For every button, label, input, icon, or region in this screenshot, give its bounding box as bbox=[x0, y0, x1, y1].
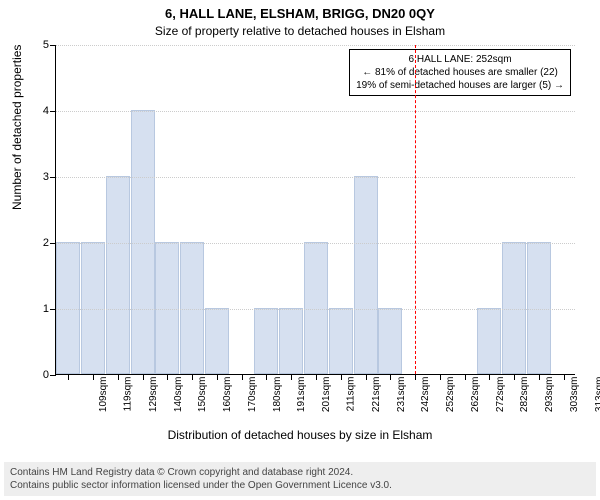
y-tick bbox=[50, 111, 56, 112]
x-tick-label: 282sqm bbox=[519, 377, 530, 413]
y-tick-label: 4 bbox=[31, 105, 49, 117]
x-tick bbox=[514, 374, 515, 380]
histogram-bar bbox=[527, 242, 551, 374]
footer-line2: Contains public sector information licen… bbox=[10, 479, 590, 492]
histogram-bar bbox=[254, 308, 278, 374]
plot-area: 6 HALL LANE: 252sqm ← 81% of detached ho… bbox=[55, 45, 575, 375]
histogram-bar bbox=[329, 308, 353, 374]
x-tick bbox=[143, 374, 144, 380]
x-tick bbox=[366, 374, 367, 380]
grid-line bbox=[56, 111, 575, 112]
x-tick bbox=[440, 374, 441, 380]
histogram-bar bbox=[477, 308, 501, 374]
histogram-bar bbox=[502, 242, 526, 374]
x-tick bbox=[93, 374, 94, 380]
y-tick bbox=[50, 309, 56, 310]
x-tick-label: 201sqm bbox=[321, 377, 332, 413]
y-tick bbox=[50, 45, 56, 46]
x-tick-label: 119sqm bbox=[122, 377, 133, 412]
x-tick bbox=[390, 374, 391, 380]
x-tick-label: 109sqm bbox=[98, 377, 109, 413]
x-tick bbox=[564, 374, 565, 380]
histogram-bar bbox=[354, 176, 378, 374]
x-tick-label: 191sqm bbox=[297, 377, 308, 413]
grid-line bbox=[56, 45, 575, 46]
x-tick-label: 252sqm bbox=[445, 377, 456, 413]
x-tick-label: 262sqm bbox=[470, 377, 481, 413]
x-tick-label: 170sqm bbox=[247, 377, 258, 413]
footer-line1: Contains HM Land Registry data © Crown c… bbox=[10, 466, 590, 479]
chart-title-sub: Size of property relative to detached ho… bbox=[0, 24, 600, 38]
x-tick bbox=[316, 374, 317, 380]
x-tick-label: 221sqm bbox=[371, 377, 382, 413]
x-tick bbox=[539, 374, 540, 380]
chart-title-main: 6, HALL LANE, ELSHAM, BRIGG, DN20 0QY bbox=[0, 6, 600, 21]
histogram-bar bbox=[180, 242, 204, 374]
x-tick bbox=[465, 374, 466, 380]
histogram-bar bbox=[155, 242, 179, 374]
annotation-line1: 6 HALL LANE: 252sqm bbox=[356, 53, 564, 66]
x-tick-label: 129sqm bbox=[148, 377, 159, 413]
x-axis-title: Distribution of detached houses by size … bbox=[0, 428, 600, 442]
x-tick-label: 231sqm bbox=[396, 377, 407, 413]
y-tick-label: 2 bbox=[31, 237, 49, 249]
histogram-bar bbox=[279, 308, 303, 374]
annotation-line2: ← 81% of detached houses are smaller (22… bbox=[356, 66, 564, 79]
x-tick-label: 272sqm bbox=[495, 377, 506, 413]
histogram-bar bbox=[81, 242, 105, 374]
x-tick-label: 242sqm bbox=[420, 377, 431, 413]
histogram-bar bbox=[106, 176, 130, 374]
x-tick-label: 303sqm bbox=[569, 377, 580, 413]
chart-container: 6, HALL LANE, ELSHAM, BRIGG, DN20 0QY Si… bbox=[0, 0, 600, 500]
x-tick-label: 180sqm bbox=[272, 377, 283, 413]
x-tick bbox=[291, 374, 292, 380]
y-tick bbox=[50, 177, 56, 178]
x-tick bbox=[192, 374, 193, 380]
x-tick bbox=[167, 374, 168, 380]
x-tick bbox=[242, 374, 243, 380]
histogram-bar bbox=[304, 242, 328, 374]
x-tick bbox=[415, 374, 416, 380]
annotation-box: 6 HALL LANE: 252sqm ← 81% of detached ho… bbox=[349, 49, 571, 96]
y-tick-label: 3 bbox=[31, 171, 49, 183]
x-tick bbox=[118, 374, 119, 380]
x-tick-label: 211sqm bbox=[345, 377, 356, 412]
x-tick bbox=[68, 374, 69, 380]
y-tick-label: 0 bbox=[31, 369, 49, 381]
x-tick bbox=[217, 374, 218, 380]
grid-line bbox=[56, 177, 575, 178]
x-tick bbox=[341, 374, 342, 380]
reference-line bbox=[415, 45, 416, 374]
histogram-bar bbox=[131, 110, 155, 374]
x-tick-label: 313sqm bbox=[594, 377, 600, 413]
x-tick-label: 140sqm bbox=[173, 377, 184, 413]
y-tick-label: 5 bbox=[31, 39, 49, 51]
y-tick bbox=[50, 375, 56, 376]
x-tick-label: 150sqm bbox=[198, 377, 209, 413]
histogram-bar bbox=[205, 308, 229, 374]
grid-line bbox=[56, 309, 575, 310]
histogram-bar bbox=[378, 308, 402, 374]
x-tick-label: 160sqm bbox=[222, 377, 233, 413]
annotation-line3: 19% of semi-detached houses are larger (… bbox=[356, 79, 564, 92]
x-tick-label: 293sqm bbox=[544, 377, 555, 413]
y-axis-title: Number of detached properties bbox=[10, 45, 24, 210]
y-tick bbox=[50, 243, 56, 244]
footer-box: Contains HM Land Registry data © Crown c… bbox=[4, 462, 596, 496]
x-tick bbox=[266, 374, 267, 380]
grid-line bbox=[56, 243, 575, 244]
histogram-bar bbox=[56, 242, 80, 374]
y-tick-label: 1 bbox=[31, 303, 49, 315]
x-tick bbox=[489, 374, 490, 380]
